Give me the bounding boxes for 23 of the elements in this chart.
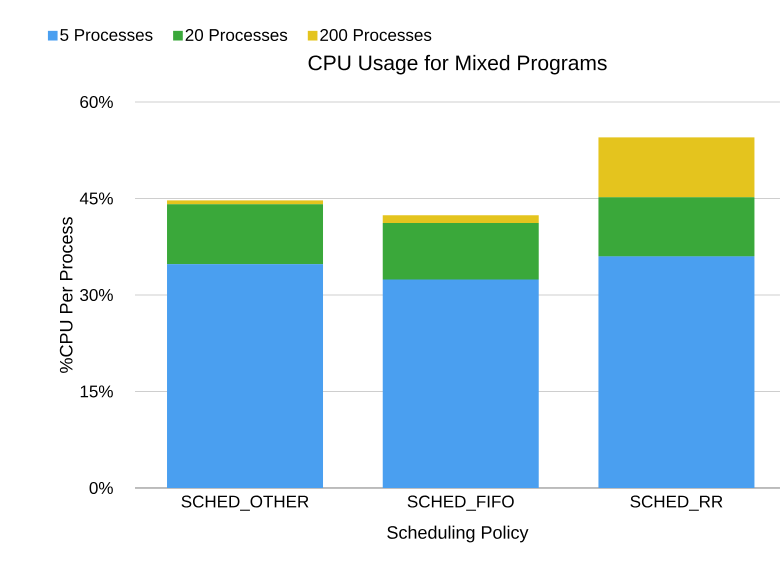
- x-tick-label: SCHED_OTHER: [182, 496, 308, 511]
- bar: [167, 204, 324, 264]
- bar: [382, 215, 539, 223]
- x-tick-label: SCHED_RR: [630, 496, 722, 511]
- y-tick-label: 0%: [90, 482, 113, 494]
- bar: [598, 256, 754, 488]
- bar: [167, 200, 324, 204]
- y-tick-label: 30%: [80, 288, 113, 302]
- bar: [382, 222, 539, 280]
- legend-label: 200 Processes: [320, 28, 432, 42]
- legend-label: 5 Processes: [60, 29, 152, 41]
- bar: [382, 280, 539, 488]
- y-axis-title: %CPU Per Process: [60, 217, 73, 373]
- bar: [598, 137, 754, 198]
- legend-label: 20 Processes: [186, 28, 288, 42]
- bar: [598, 197, 754, 256]
- x-axis-title: Scheduling Policy: [387, 526, 528, 542]
- chart-title: CPU Usage for Mixed Programs: [308, 54, 607, 74]
- y-tick-label: 60%: [80, 96, 113, 108]
- x-tick-label: SCHED_FIFO: [408, 496, 514, 511]
- bar: [167, 264, 324, 488]
- y-tick-label: 15%: [80, 386, 113, 398]
- y-tick-label: 45%: [80, 192, 113, 204]
